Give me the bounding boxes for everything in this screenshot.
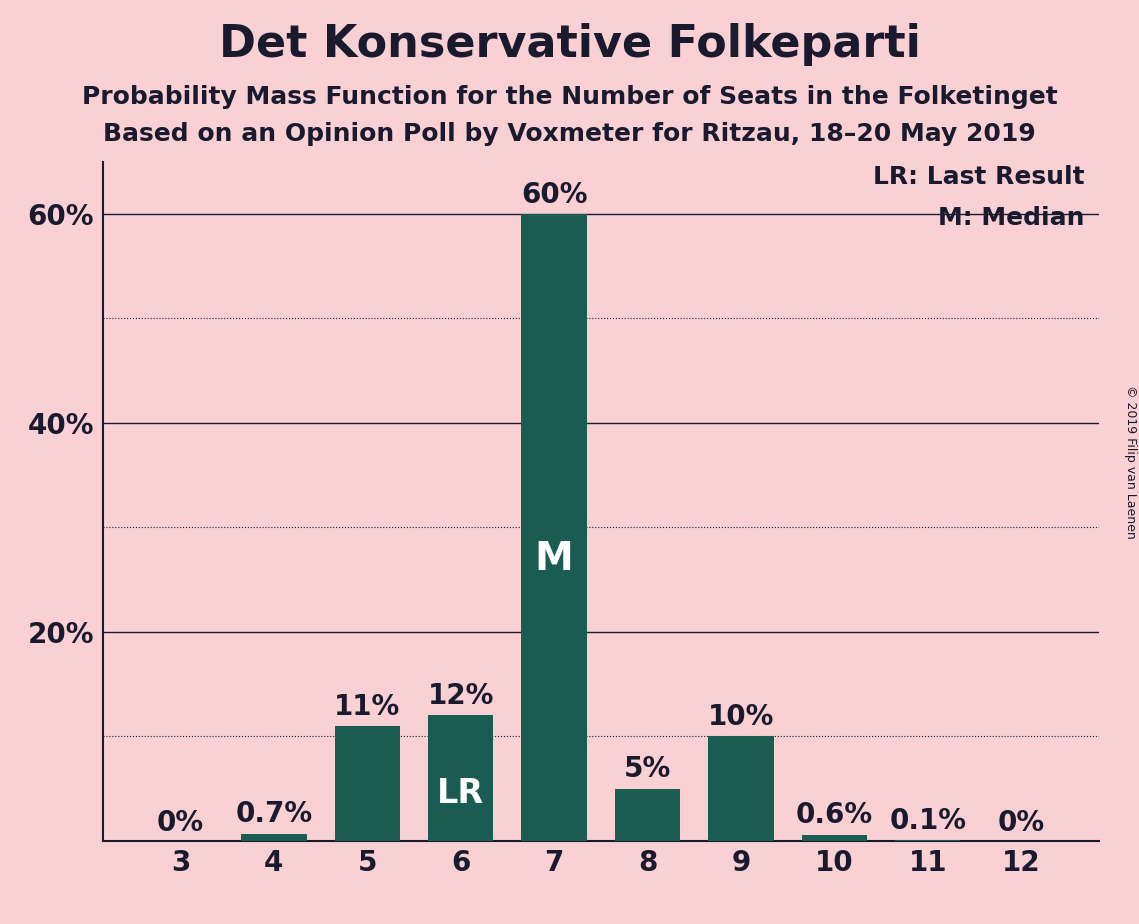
Bar [241, 833, 306, 841]
Text: Probability Mass Function for the Number of Seats in the Folketinget: Probability Mass Function for the Number… [82, 85, 1057, 109]
Text: 0.6%: 0.6% [796, 801, 872, 830]
Text: 5%: 5% [624, 756, 671, 784]
Bar [428, 715, 493, 841]
Text: M: M [534, 540, 574, 578]
Text: LR: LR [437, 777, 484, 809]
Text: 0%: 0% [157, 808, 204, 836]
Text: 0.1%: 0.1% [890, 807, 966, 834]
Text: 0.7%: 0.7% [236, 800, 312, 828]
Bar [335, 726, 400, 841]
Text: Det Konservative Folkeparti: Det Konservative Folkeparti [219, 23, 920, 67]
Text: 12%: 12% [427, 682, 494, 711]
Text: © 2019 Filip van Laenen: © 2019 Filip van Laenen [1124, 385, 1137, 539]
Text: 11%: 11% [334, 693, 401, 721]
Bar [895, 840, 960, 841]
Text: 10%: 10% [707, 703, 775, 731]
Text: LR: Last Result: LR: Last Result [872, 165, 1084, 189]
Bar [802, 834, 867, 841]
Bar [615, 788, 680, 841]
Text: 0%: 0% [998, 808, 1044, 836]
Text: Based on an Opinion Poll by Voxmeter for Ritzau, 18–20 May 2019: Based on an Opinion Poll by Voxmeter for… [104, 122, 1035, 146]
Bar [708, 736, 773, 841]
Text: 60%: 60% [521, 181, 588, 209]
Text: M: Median: M: Median [937, 206, 1084, 230]
Bar [522, 214, 587, 841]
